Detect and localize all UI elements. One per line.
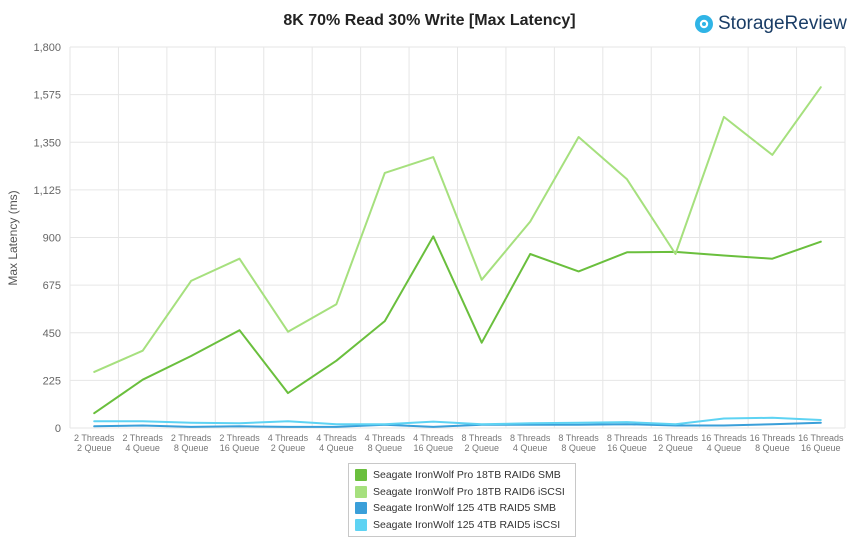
x-tick-label: 2 Threads 4 Queue — [122, 433, 163, 453]
series-line-2 — [93, 86, 822, 373]
y-tick-label: 225 — [43, 375, 61, 387]
x-tick-label: 8 Threads 16 Queue — [607, 433, 648, 453]
legend-label: Seagate IronWolf Pro 18TB RAID6 SMB — [373, 469, 561, 482]
series-line-3 — [93, 421, 822, 428]
y-tick-label: 900 — [43, 233, 61, 245]
y-tick-label: 0 — [55, 423, 61, 435]
series-line-4 — [93, 416, 822, 426]
y-tick-label: 1,125 — [33, 185, 61, 197]
chart-title: 8K 70% Read 30% Write [Max Latency] — [283, 12, 576, 29]
x-tick-label: 4 Threads 2 Queue — [268, 433, 309, 453]
x-tick-label: 4 Threads 16 Queue — [413, 433, 454, 453]
x-tick-label: 16 Threads 4 Queue — [701, 433, 747, 453]
legend-item[interactable]: Seagate IronWolf 125 4TB RAID5 SMB — [355, 500, 569, 517]
x-tick-label: 16 Threads 2 Queue — [653, 433, 699, 453]
brand-name: StorageReview — [718, 13, 847, 34]
x-tick-label: 4 Threads 4 Queue — [316, 433, 357, 453]
y-axis-label: Max Latency (ms) — [6, 190, 20, 285]
legend-swatch — [355, 518, 367, 531]
legend-item[interactable]: Seagate IronWolf Pro 18TB RAID6 iSCSI — [355, 484, 569, 501]
storagereview-logo-icon — [695, 15, 713, 33]
x-tick-label: 8 Threads 4 Queue — [510, 433, 551, 453]
x-tick-label: 2 Threads 16 Queue — [219, 433, 260, 453]
x-tick-label: 16 Threads 8 Queue — [750, 433, 796, 453]
x-tick-label: 16 Threads 16 Queue — [798, 433, 844, 453]
legend-label: Seagate IronWolf 125 4TB RAID5 SMB — [373, 502, 557, 515]
legend-swatch — [355, 485, 367, 498]
x-tick-label: 2 Threads 8 Queue — [171, 433, 212, 453]
y-tick-label: 1,575 — [33, 90, 61, 102]
x-tick-label: 8 Threads 8 Queue — [558, 433, 599, 453]
y-tick-label: 1,350 — [33, 137, 61, 149]
legend-swatch — [355, 469, 367, 482]
storagereview-logo: StorageReview — [694, 12, 847, 36]
x-tick-label: 2 Threads 2 Queue — [74, 433, 115, 453]
y-tick-label: 450 — [43, 328, 61, 340]
series-line-1 — [93, 235, 822, 415]
chart-legend: Seagate IronWolf Pro 18TB RAID6 SMB Seaga… — [348, 463, 576, 537]
legend-swatch — [355, 502, 367, 515]
legend-label: Seagate IronWolf 125 4TB RAID5 iSCSI — [373, 518, 561, 531]
legend-label: Seagate IronWolf Pro 18TB RAID6 iSCSI — [373, 485, 565, 498]
legend-item[interactable]: Seagate IronWolf 125 4TB RAID5 iSCSI — [355, 517, 569, 534]
x-tick-label: 4 Threads 8 Queue — [365, 433, 406, 453]
y-tick-label: 1,800 — [33, 42, 61, 54]
x-tick-label: 8 Threads 2 Queue — [462, 433, 503, 453]
y-tick-label: 675 — [43, 280, 61, 292]
legend-item[interactable]: Seagate IronWolf Pro 18TB RAID6 SMB — [355, 467, 569, 484]
